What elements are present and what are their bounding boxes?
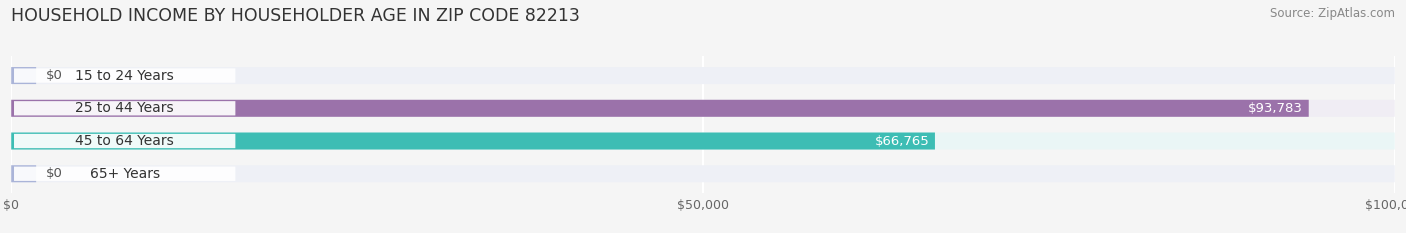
- Text: 15 to 24 Years: 15 to 24 Years: [76, 69, 174, 82]
- Text: HOUSEHOLD INCOME BY HOUSEHOLDER AGE IN ZIP CODE 82213: HOUSEHOLD INCOME BY HOUSEHOLDER AGE IN Z…: [11, 7, 581, 25]
- Text: 65+ Years: 65+ Years: [90, 167, 160, 181]
- Text: $66,765: $66,765: [875, 134, 929, 147]
- FancyBboxPatch shape: [11, 100, 1395, 117]
- Text: $0: $0: [46, 167, 63, 180]
- FancyBboxPatch shape: [14, 134, 235, 148]
- Text: 45 to 64 Years: 45 to 64 Years: [76, 134, 174, 148]
- FancyBboxPatch shape: [11, 67, 37, 84]
- FancyBboxPatch shape: [11, 165, 1395, 182]
- FancyBboxPatch shape: [11, 133, 1395, 150]
- FancyBboxPatch shape: [11, 133, 935, 150]
- FancyBboxPatch shape: [14, 167, 235, 181]
- Text: 25 to 44 Years: 25 to 44 Years: [76, 101, 174, 115]
- Text: $0: $0: [46, 69, 63, 82]
- Text: $93,783: $93,783: [1249, 102, 1303, 115]
- FancyBboxPatch shape: [14, 101, 235, 115]
- FancyBboxPatch shape: [11, 100, 1309, 117]
- FancyBboxPatch shape: [11, 165, 37, 182]
- Text: Source: ZipAtlas.com: Source: ZipAtlas.com: [1270, 7, 1395, 20]
- FancyBboxPatch shape: [11, 67, 1395, 84]
- FancyBboxPatch shape: [14, 69, 235, 83]
